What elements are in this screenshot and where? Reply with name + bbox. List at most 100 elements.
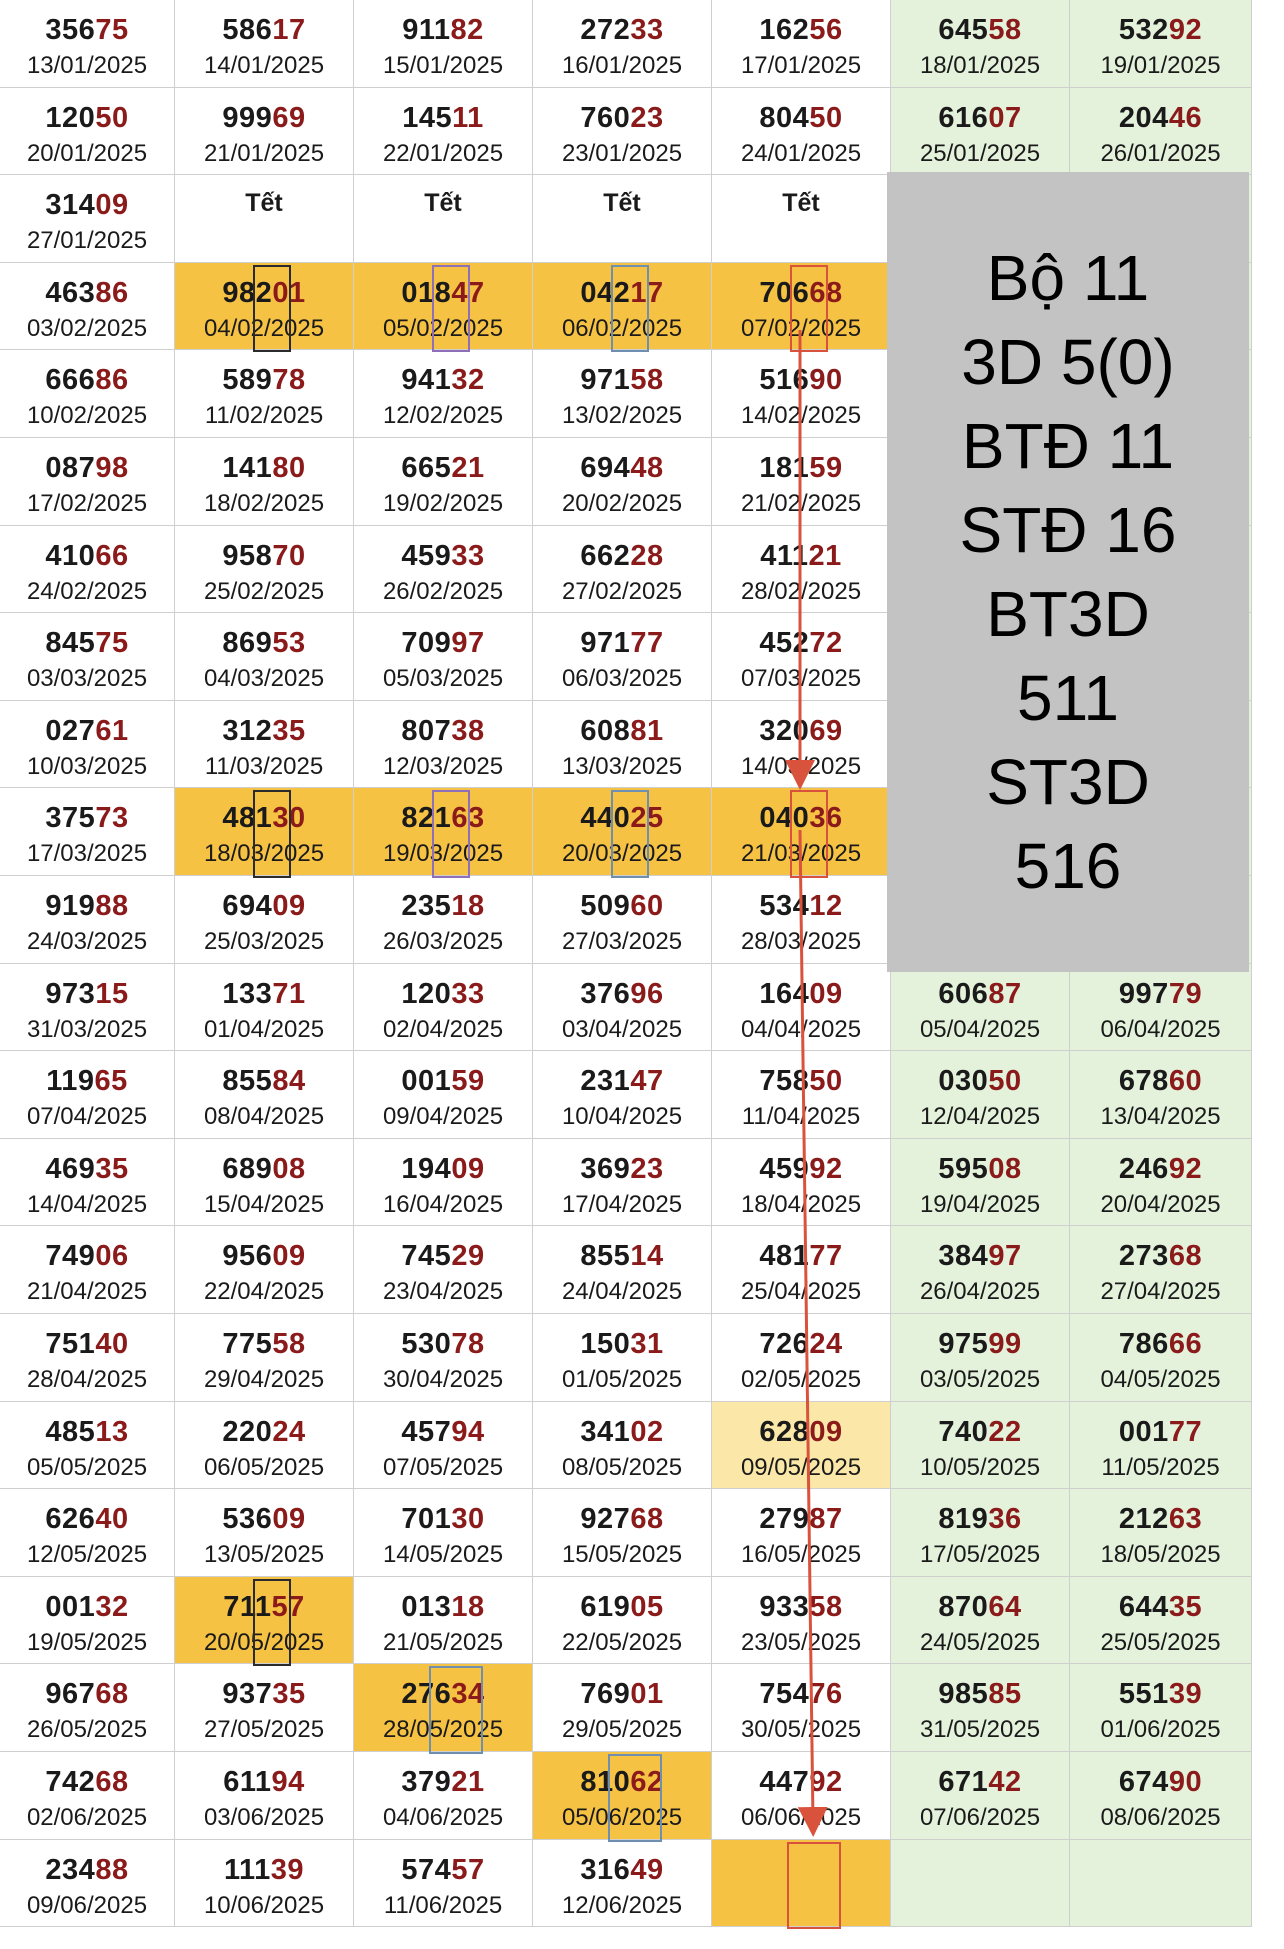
result-number: 31409 [0,189,174,222]
result-number: 57457 [354,1854,532,1887]
result-cell: 91182 15/01/2025 [354,0,533,88]
summary-line: ST3D [986,746,1150,818]
number-prefix: 666 [45,364,96,397]
result-cell: 60687 05/04/2025 [891,963,1070,1052]
number-prefix: 273 [1118,1240,1169,1273]
number-prefix: 312 [222,714,273,747]
result-date: 29/05/2025 [561,1716,683,1744]
result-cell: 45794 07/05/2025 [354,1401,533,1490]
number-prefix: 760 [580,101,631,134]
number-suffix: 36 [988,1503,1022,1536]
number-suffix: 32 [95,1590,129,1623]
summary-line: BTĐ 11 [961,410,1175,482]
result-number: 14511 [354,102,532,135]
result-date: 18/02/2025 [203,490,325,517]
number-suffix: 35 [1168,1590,1203,1623]
result-date: 28/04/2025 [26,1366,148,1393]
number-suffix: 77 [809,1240,843,1273]
result-cell: 41066 24/02/2025 [0,525,175,614]
result-number: 08798 [0,452,174,485]
result-number: 62809 [712,1416,890,1449]
number-prefix: 956 [222,1240,273,1273]
number-prefix: 665 [401,452,452,484]
result-number: 12033 [354,978,532,1011]
result-cell: 70130 14/05/2025 [354,1489,533,1577]
result-date: 27/02/2025 [561,577,683,605]
holiday-label: Tết [782,189,820,218]
result-number: 64558 [891,14,1069,47]
result-cell: 02761 10/03/2025 [0,700,175,789]
number-prefix: 701 [401,1503,452,1536]
result-number: 91988 [0,890,174,923]
number-suffix: 60 [1168,1065,1203,1098]
result-date: 25/04/2025 [740,1278,862,1306]
number-suffix: 69 [809,714,843,747]
number-prefix: 087 [45,452,96,484]
number-prefix: 530 [401,1328,452,1360]
number-prefix: 314 [45,189,96,222]
result-cell: 08798 17/02/2025 [0,438,175,526]
number-prefix: 870 [938,1590,989,1623]
number-prefix: 027 [45,714,96,747]
result-date: 08/06/2025 [1100,1804,1221,1831]
result-cell: 12033 02/04/2025 [354,963,533,1052]
result-cell: 35675 13/01/2025 [0,0,175,88]
number-prefix: 611 [223,1766,272,1798]
number-prefix: 616 [938,101,989,134]
result-cell: 98201 04/02/2025 [175,262,354,351]
result-cell: 80450 24/01/2025 [712,87,891,176]
result-date: 06/04/2025 [1100,1015,1221,1043]
number-prefix: 709 [401,627,452,660]
result-cell: 69409 25/03/2025 [175,876,354,964]
number-prefix: 869 [222,627,273,660]
result-number: 75140 [0,1328,174,1361]
number-prefix: 001 [45,1590,96,1623]
result-number: 31649 [533,1854,711,1887]
result-number: 38497 [891,1240,1069,1273]
number-prefix: 469 [45,1152,96,1185]
number-prefix: 316 [580,1853,631,1886]
result-date: 08/04/2025 [203,1103,325,1131]
result-number: 03050 [891,1065,1069,1098]
result-cell: 53292 19/01/2025 [1070,0,1252,88]
number-prefix: 120 [45,101,96,134]
number-suffix: 68 [630,1503,664,1536]
result-date: 14/05/2025 [382,1541,504,1569]
result-cell: 67490 08/06/2025 [1070,1752,1252,1840]
result-cell: 44025 20/03/2025 [533,788,712,876]
result-date: 04/06/2025 [382,1804,504,1831]
summary-line: 511 [1016,662,1120,734]
result-date: 04/03/2025 [203,665,325,693]
result-date: 01/05/2025 [561,1366,683,1393]
number-suffix: 99 [988,1328,1022,1360]
number-suffix: 58 [272,1328,306,1360]
number-prefix: 133 [222,977,273,1010]
result-cell: 31409 27/01/2025 [0,175,175,263]
number-suffix: 81 [630,714,664,747]
number-prefix: 001 [401,1065,452,1098]
result-cell [712,1839,891,1928]
result-cell: 23518 26/03/2025 [354,876,533,964]
number-prefix: 740 [938,1415,989,1448]
trend-arrow [797,829,828,1837]
number-suffix: 90 [809,364,843,397]
number-suffix: 14 [630,1240,664,1273]
number-prefix: 742 [45,1766,96,1798]
result-date: 05/04/2025 [919,1015,1041,1043]
number-suffix: 97 [451,627,485,660]
result-date: 20/05/2025 [203,1628,325,1656]
result-cell: 48513 05/05/2025 [0,1401,175,1490]
result-cell: 34102 08/05/2025 [533,1401,712,1490]
result-cell: 93358 23/05/2025 [712,1576,891,1665]
number-prefix: 595 [938,1152,989,1185]
number-prefix: 937 [222,1678,273,1711]
result-cell: 78666 04/05/2025 [1070,1314,1252,1402]
result-number: 53609 [175,1503,353,1536]
number-suffix: 59 [809,452,843,484]
result-cell: 86953 04/03/2025 [175,613,354,701]
number-prefix: 410 [45,539,96,572]
number-suffix: 73 [95,802,129,835]
number-prefix: 384 [938,1240,989,1273]
number-suffix: 82 [450,14,484,46]
result-date: 14/04/2025 [26,1190,148,1218]
